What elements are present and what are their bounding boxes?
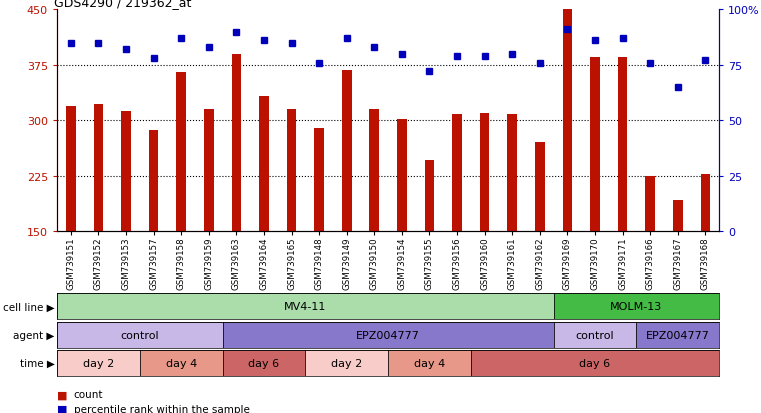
Text: MOLM-13: MOLM-13	[610, 301, 663, 312]
Bar	[508, 115, 517, 232]
Text: time ▶: time ▶	[20, 358, 55, 368]
Bar	[314, 128, 324, 232]
Text: ■: ■	[57, 404, 68, 413]
Text: day 6: day 6	[579, 358, 610, 368]
Bar	[222, 322, 553, 348]
Text: GDS4290 / 219362_at: GDS4290 / 219362_at	[54, 0, 191, 9]
Bar	[370, 110, 379, 232]
Bar	[231, 55, 241, 232]
Bar	[57, 294, 553, 320]
Text: control: control	[120, 330, 159, 340]
Bar	[121, 112, 131, 232]
Bar	[673, 201, 683, 232]
Bar	[204, 110, 214, 232]
Text: day 4: day 4	[414, 358, 445, 368]
Text: ■: ■	[57, 389, 68, 399]
Bar	[425, 160, 435, 232]
Bar	[452, 115, 462, 232]
Text: MV4-11: MV4-11	[284, 301, 326, 312]
Text: count: count	[74, 389, 103, 399]
Bar	[562, 10, 572, 232]
Bar	[397, 119, 406, 232]
Bar	[94, 105, 103, 232]
Bar	[535, 143, 545, 232]
Bar	[553, 294, 719, 320]
Text: EPZ004777: EPZ004777	[646, 330, 710, 340]
Bar	[480, 114, 489, 232]
Text: EPZ004777: EPZ004777	[356, 330, 420, 340]
Text: day 2: day 2	[83, 358, 114, 368]
Bar	[57, 322, 222, 348]
Bar	[591, 58, 600, 232]
Bar	[636, 322, 719, 348]
Bar	[553, 322, 636, 348]
Bar	[177, 73, 186, 232]
Text: percentile rank within the sample: percentile rank within the sample	[74, 404, 250, 413]
Bar	[260, 97, 269, 232]
Bar	[618, 58, 627, 232]
Text: day 6: day 6	[248, 358, 279, 368]
Text: cell line ▶: cell line ▶	[3, 301, 55, 312]
Bar	[57, 350, 140, 376]
Bar	[471, 350, 719, 376]
Bar	[305, 350, 388, 376]
Bar	[222, 350, 305, 376]
Bar	[287, 110, 296, 232]
Bar	[66, 106, 75, 232]
Bar	[342, 71, 352, 232]
Bar	[140, 350, 222, 376]
Bar	[388, 350, 471, 376]
Text: control: control	[575, 330, 614, 340]
Bar	[701, 174, 710, 232]
Bar	[645, 176, 655, 232]
Text: day 2: day 2	[331, 358, 362, 368]
Text: agent ▶: agent ▶	[14, 330, 55, 340]
Bar	[149, 131, 158, 232]
Text: day 4: day 4	[166, 358, 197, 368]
